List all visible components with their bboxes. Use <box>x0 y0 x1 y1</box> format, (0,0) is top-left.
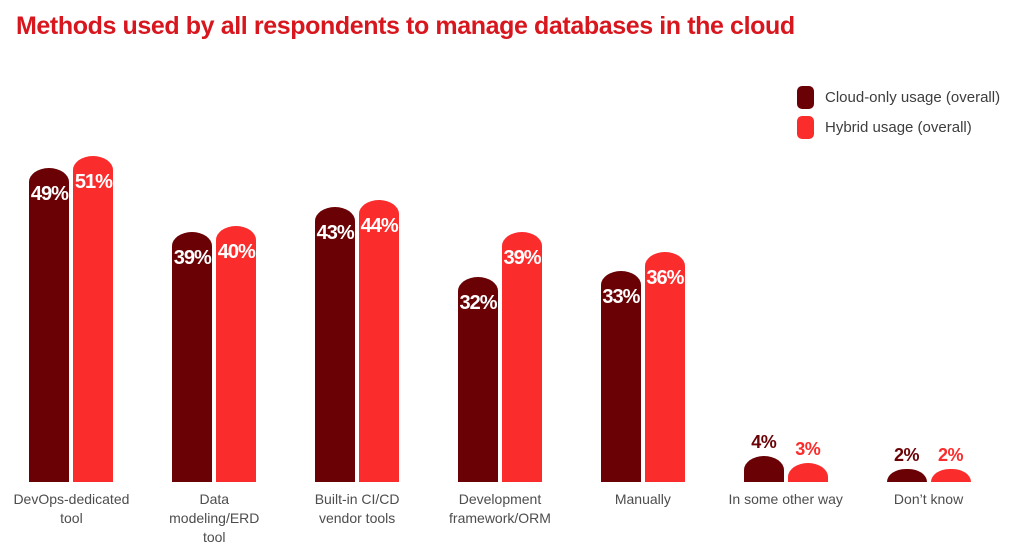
bar-cloud-only-usage-overall-manually: 33% <box>600 270 641 482</box>
bar-cloud-only-usage-overall-built-in-ci-cd-vendor-tools: 43% <box>315 206 356 482</box>
bar-hybrid-usage-overall-devops-dedicated-tool: 51% <box>73 155 114 482</box>
bar-hybrid-usage-overall-manually: 36% <box>644 251 685 482</box>
category-label-in-some-other-way: In some other way <box>728 491 843 507</box>
bar-cloud-only-usage-overall-in-some-other-way <box>743 456 784 482</box>
value-label-hybrid-usage-overall-data-modeling-erd-tool: 40% <box>217 241 256 263</box>
bar-cloud-only-usage-overall-don-t-know <box>886 469 927 482</box>
value-label-cloud-only-usage-overall-in-some-other-way: 4% <box>751 432 777 453</box>
bar-cloud-only-usage-overall-data-modeling-erd-tool: 39% <box>172 232 213 482</box>
value-label-hybrid-usage-overall-devops-dedicated-tool: 51% <box>74 170 113 193</box>
legend-label-hybrid: Hybrid usage (overall) <box>825 119 972 136</box>
value-label-cloud-only-usage-overall-development-framework-orm: 32% <box>459 292 497 315</box>
value-label-cloud-only-usage-overall-data-modeling-erd-tool: 39% <box>173 247 212 270</box>
bar-hybrid-usage-overall-data-modeling-erd-tool: 40% <box>216 226 257 482</box>
bar-group-don-t-know: 2% 2% Don’t know <box>857 0 1000 543</box>
value-label-hybrid-usage-overall-in-some-other-way: 3% <box>795 438 821 459</box>
bar-group-data-modeling-erd-tool: 39% 40% Data modeling/ERD tool <box>143 0 286 543</box>
value-label-hybrid-usage-overall-manually: 36% <box>646 266 684 289</box>
legend-label-cloud-only: Cloud-only usage (overall) <box>825 89 1001 106</box>
bar-cloud-only-usage-overall-devops-dedicated-tool: 49% <box>29 168 70 482</box>
legend-item-hybrid: Hybrid usage (overall) <box>797 116 1000 139</box>
chart-title: Methods used by all respondents to manag… <box>16 12 795 40</box>
bar-hybrid-usage-overall-built-in-ci-cd-vendor-tools: 44% <box>359 200 400 482</box>
legend-swatch-hybrid-icon <box>797 116 814 139</box>
category-label-development-framework-orm: Development framework/ORM <box>449 491 551 526</box>
value-label-hybrid-usage-overall-built-in-ci-cd-vendor-tools: 44% <box>360 215 399 238</box>
bar-hybrid-usage-overall-don-t-know <box>930 469 971 482</box>
value-label-cloud-only-usage-overall-don-t-know: 2% <box>894 445 920 466</box>
bar-group-devops-dedicated-tool: 49% 51% DevOps-dedicated tool <box>0 0 143 543</box>
category-label-data-modeling-erd-tool: Data modeling/ERD tool <box>169 491 260 543</box>
value-label-hybrid-usage-overall-don-t-know: 2% <box>938 445 964 466</box>
category-label-devops-dedicated-tool: DevOps-dedicated tool <box>13 491 130 526</box>
category-label-don-t-know: Don’t know <box>893 491 964 507</box>
bar-group-development-framework-orm: 32% 39% Development framework/ORM <box>429 0 572 543</box>
value-label-cloud-only-usage-overall-manually: 33% <box>602 285 640 308</box>
value-label-cloud-only-usage-overall-devops-dedicated-tool: 49% <box>30 183 69 206</box>
bar-group-built-in-ci-cd-vendor-tools: 43% 44% Built-in CI/CD vendor tools <box>286 0 429 543</box>
category-label-manually: Manually <box>614 491 671 507</box>
legend-swatch-cloud-only-icon <box>797 86 814 109</box>
value-label-cloud-only-usage-overall-built-in-ci-cd-vendor-tools: 43% <box>316 221 355 244</box>
value-label-hybrid-usage-overall-development-framework-orm: 39% <box>503 247 541 270</box>
bar-group-in-some-other-way: 4% 3% In some other way <box>714 0 857 543</box>
bar-hybrid-usage-overall-in-some-other-way <box>787 462 828 482</box>
bar-hybrid-usage-overall-development-framework-orm: 39% <box>501 232 542 482</box>
bar-cloud-only-usage-overall-development-framework-orm: 32% <box>457 277 498 482</box>
legend: Cloud-only usage (overall) Hybrid usage … <box>797 86 1000 146</box>
category-label-built-in-ci-cd-vendor-tools: Built-in CI/CD vendor tools <box>314 491 400 526</box>
legend-item-cloud-only: Cloud-only usage (overall) <box>797 86 1000 109</box>
bar-group-manually: 33% 36% Manually <box>571 0 714 543</box>
